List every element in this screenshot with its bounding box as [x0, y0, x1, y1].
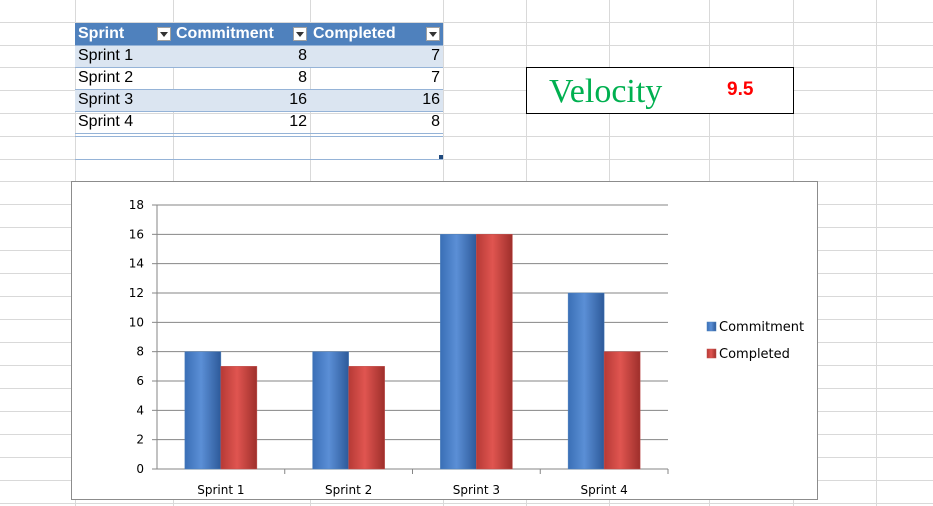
y-tick-label: 18: [129, 198, 144, 212]
y-tick-label: 0: [136, 462, 144, 476]
header-label-commitment: Commitment: [176, 24, 274, 42]
header-label-sprint: Sprint: [78, 24, 125, 42]
y-tick-label: 4: [136, 403, 144, 417]
table-row: Sprint 1 8 7: [75, 44, 443, 67]
y-tick-label: 14: [129, 257, 144, 271]
legend-swatch-completed: [706, 348, 717, 359]
legend-swatch-commitment: [706, 321, 717, 332]
bar-completed: [476, 234, 513, 470]
chart-canvas: 0 2 4 6 8 10 12 14 16 18 Sprint 1 Sprint 2 Sprint 3 S…: [129, 198, 804, 497]
cell-sprint[interactable]: Sprint 3: [75, 88, 173, 111]
cell-commitment[interactable]: 8: [173, 66, 310, 89]
bar-commitment: [567, 292, 605, 470]
table-row: Sprint 2 8 7: [75, 66, 443, 89]
bar-completed: [603, 351, 641, 470]
cell-sprint[interactable]: Sprint 2: [75, 66, 173, 89]
y-tick-label: 12: [129, 286, 144, 300]
x-tick-label: Sprint 1: [197, 483, 244, 497]
filter-dropdown-icon[interactable]: [293, 27, 307, 41]
y-tick-label: 8: [136, 345, 144, 359]
velocity-box[interactable]: Velocity 9.5: [526, 67, 794, 114]
y-tick-label: 10: [129, 315, 144, 329]
cell-commitment[interactable]: 8: [173, 44, 310, 67]
cell-completed[interactable]: 7: [310, 44, 443, 67]
header-cell-sprint[interactable]: Sprint: [75, 23, 173, 45]
velocity-label: Velocity: [549, 73, 663, 110]
filter-dropdown-icon[interactable]: [426, 27, 440, 41]
cell-completed[interactable]: 16: [310, 88, 443, 111]
cell-sprint[interactable]: Sprint 1: [75, 44, 173, 67]
bar-commitment: [312, 351, 349, 470]
x-tick-label: Sprint 3: [453, 483, 500, 497]
bar-commitment: [184, 351, 222, 470]
table-resize-handle[interactable]: [439, 155, 443, 159]
cell-commitment[interactable]: 12: [173, 110, 310, 133]
table-empty-row[interactable]: [75, 136, 443, 160]
table-row: Sprint 3 16 16: [75, 88, 443, 111]
table-row: Sprint 4 12 8: [75, 110, 443, 133]
header-label-completed: Completed: [313, 24, 396, 42]
y-tick-label: 2: [136, 433, 144, 447]
x-tick-label: Sprint 2: [325, 483, 372, 497]
cell-commitment[interactable]: 16: [173, 88, 310, 111]
cell-completed[interactable]: 8: [310, 110, 443, 133]
legend-label-commitment: Commitment: [719, 320, 804, 335]
sprint-table: Sprint Commitment Completed Sprint 1 8 7…: [75, 23, 443, 134]
table-header-row: Sprint Commitment Completed: [75, 23, 443, 45]
cell-sprint[interactable]: Sprint 4: [75, 110, 173, 133]
velocity-chart[interactable]: 0 2 4 6 8 10 12 14 16 18 Sprint 1 Sprint 2 Sprint 3 S…: [71, 181, 818, 500]
y-tick-label: 6: [136, 374, 144, 388]
header-cell-commitment[interactable]: Commitment: [173, 23, 310, 45]
bar-completed: [220, 366, 258, 470]
y-tick-label: 16: [129, 227, 144, 241]
velocity-value: 9.5: [727, 79, 754, 100]
bar-commitment: [440, 234, 477, 470]
x-tick-label: Sprint 4: [580, 483, 627, 497]
legend-label-completed: Completed: [719, 347, 790, 362]
header-cell-completed[interactable]: Completed: [310, 23, 443, 45]
cell-completed[interactable]: 7: [310, 66, 443, 89]
bar-completed: [348, 366, 385, 470]
filter-dropdown-icon[interactable]: [157, 27, 171, 41]
